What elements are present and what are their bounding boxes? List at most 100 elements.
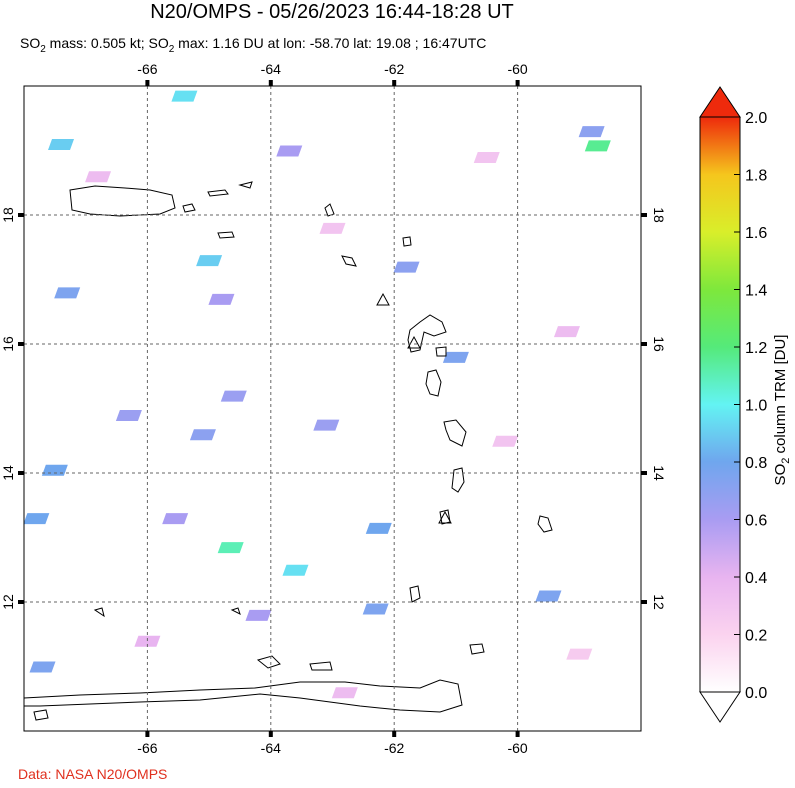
lat-tick-label: 16 — [0, 336, 16, 352]
title: N20/OMPS - 05/26/2023 16:44-18:28 UT — [150, 1, 514, 23]
so2-pixel — [29, 661, 56, 673]
colorbar-tick-label: 1.2 — [745, 340, 767, 357]
colorbar-tick-label: 1.0 — [745, 398, 767, 415]
subtitle-part: mass: 0.505 kt; SO — [46, 35, 169, 51]
so2-pixel — [196, 255, 223, 267]
so2-pixel — [220, 390, 247, 402]
so2-pixel — [331, 687, 358, 699]
so2-pixel — [48, 139, 75, 151]
so2-pixel — [319, 222, 346, 234]
colorbar: 0.0 0.2 0.4 0.6 0.8 1.0 1.2 1.4 1.6 1.8 2.0 — [699, 86, 767, 723]
coastline — [341, 255, 357, 267]
tick-mark — [18, 213, 24, 217]
lon-tick-label: -60 — [507, 740, 527, 756]
so2-pixel — [134, 635, 161, 647]
so2-pixel — [535, 590, 562, 602]
lat-tick-label: 14 — [0, 465, 16, 481]
coastline — [407, 314, 447, 353]
subtitle-sub: 2 — [40, 44, 46, 55]
coastline — [93, 607, 105, 618]
colorbar-label-part: column TRM [DU] — [772, 335, 789, 458]
so2-pixel — [442, 351, 469, 363]
so2-pixel — [115, 409, 142, 421]
so2-pixel — [23, 513, 50, 525]
lat-tick-label: 12 — [0, 594, 16, 610]
tick-mark — [145, 80, 150, 86]
subtitle-part: SO — [20, 35, 40, 51]
so2-pixel — [473, 151, 500, 163]
lon-tick-label: -62 — [384, 61, 404, 77]
tick-mark — [641, 600, 647, 604]
tick-mark — [18, 342, 24, 346]
volcano — [438, 510, 452, 524]
coastline — [425, 369, 442, 397]
so2-pixel — [245, 609, 272, 621]
credit: Data: NASA N20/OMPS — [18, 766, 167, 782]
colorbar-tick-label: 0.8 — [745, 455, 767, 472]
so2-pixel — [162, 513, 189, 525]
coastline — [435, 346, 447, 357]
so2-pixel — [208, 293, 235, 305]
coastline — [238, 181, 253, 189]
so2-pixel — [282, 564, 309, 576]
tick-mark — [268, 80, 273, 86]
coastline — [69, 185, 176, 217]
coastline — [33, 709, 49, 721]
subtitle-sub: 2 — [169, 44, 175, 55]
lat-tick-label: 16 — [651, 336, 667, 352]
lon-tick-label: -64 — [261, 740, 281, 756]
tick-mark — [18, 471, 24, 475]
subtitle-part: max: 1.16 DU at lon: -58.70 lat: 19.08 ;… — [174, 35, 486, 51]
colorbar-tick-label: 0.6 — [745, 513, 767, 530]
coastline — [230, 607, 241, 615]
tick-mark — [392, 731, 397, 737]
so2-pixel — [54, 287, 81, 299]
coastline — [207, 189, 229, 197]
map-frame — [23, 85, 642, 732]
volcano — [407, 335, 421, 349]
lat-tick-label: 12 — [651, 594, 667, 610]
tick-mark — [515, 80, 520, 86]
so2-pixel — [362, 603, 389, 615]
so2-pixel — [171, 90, 198, 102]
so2-pixel — [313, 419, 340, 431]
coastline — [537, 515, 553, 533]
colorbar-label-part: SO — [772, 464, 789, 486]
colorbar-tick-label: 0.2 — [745, 628, 767, 645]
colorbar-label-sub: 2 — [780, 458, 792, 464]
coastline — [443, 419, 467, 447]
lat-tick-label: 18 — [651, 207, 667, 223]
colorbar-tick-label: 1.8 — [745, 168, 767, 185]
so2-pixel — [365, 522, 392, 534]
coastline — [182, 203, 196, 213]
coastline — [23, 679, 463, 713]
colorbar-top — [699, 86, 741, 118]
colorbar-tick-label: 0.0 — [745, 685, 767, 702]
tick-mark — [145, 731, 150, 737]
so2-pixel — [553, 326, 580, 338]
tick-mark — [268, 731, 273, 737]
colorbar-tick-label: 2.0 — [745, 110, 767, 127]
so2-pixel — [41, 464, 68, 476]
tick-mark — [641, 342, 647, 346]
lon-tick-label: -60 — [507, 61, 527, 77]
so2-pixel — [393, 261, 420, 273]
coastline — [309, 661, 333, 671]
coastline — [469, 643, 485, 655]
lon-tick-label: -64 — [261, 61, 281, 77]
coastline — [451, 467, 465, 493]
map: -66 -66 -64 -64 -62 -62 -60 -60 12 12 14 14 16 16 18 18 — [0, 61, 667, 756]
colorbar-tick-label: 1.4 — [745, 283, 767, 300]
coastline — [324, 203, 335, 217]
coastline — [409, 585, 421, 603]
colorbar-bar — [699, 116, 741, 693]
colorbar-tick-label: 0.4 — [745, 570, 767, 587]
coastline — [402, 236, 412, 247]
tick-mark — [515, 731, 520, 737]
tick-mark — [18, 600, 24, 604]
lon-tick-label: -62 — [384, 740, 404, 756]
lon-tick-label: -66 — [137, 61, 157, 77]
tick-mark — [641, 213, 647, 217]
so2-pixel — [584, 140, 611, 152]
